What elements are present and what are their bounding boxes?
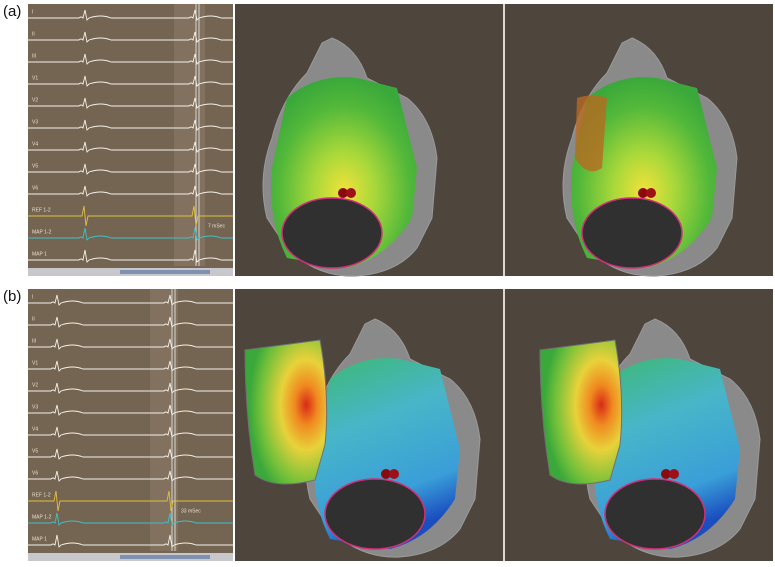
lead-label: V2 — [32, 97, 38, 103]
ecg-trace — [28, 338, 233, 350]
chamber-map — [539, 339, 623, 485]
window — [150, 289, 178, 551]
heart-map — [305, 318, 481, 558]
lead-label: II — [32, 31, 35, 37]
ecg-trace — [28, 490, 233, 512]
lead-label: MAP 1-2 — [32, 229, 52, 235]
scroll-thumb — [120, 555, 210, 559]
lead-label: MAP 1 — [32, 251, 47, 257]
lead-label: III — [32, 338, 36, 344]
ecg-trace — [28, 227, 233, 241]
panel-label: (a) — [3, 3, 21, 20]
scar — [575, 95, 607, 172]
window — [174, 4, 205, 266]
lead-label: V5 — [32, 448, 38, 454]
ecg-trace — [28, 404, 233, 416]
ecg-trace — [28, 294, 233, 306]
ecg-trace — [28, 470, 233, 482]
lead-label: III — [32, 53, 36, 59]
lead-label: I — [32, 294, 33, 300]
ecg-trace — [28, 360, 233, 372]
lead-label: V4 — [32, 141, 38, 147]
chamber — [539, 339, 623, 485]
ecg-trace — [28, 512, 233, 526]
lead-label: V5 — [32, 163, 38, 169]
lead-label: V6 — [32, 185, 38, 191]
lead-label: II — [32, 316, 35, 322]
ecg-panel — [28, 289, 233, 561]
heart-map — [585, 318, 761, 558]
lead-label: MAP 1-2 — [32, 514, 52, 520]
chamber — [244, 339, 328, 485]
lead-label: MAP 1 — [32, 536, 47, 542]
ecg-trace — [28, 448, 233, 460]
annotation: 33 mSec — [181, 508, 201, 514]
scroll-thumb — [120, 270, 210, 274]
lead-label: V3 — [32, 404, 38, 410]
lead-label: I — [32, 9, 33, 15]
lead-label: V1 — [32, 360, 38, 366]
ecg-trace — [28, 205, 233, 227]
heart-map — [562, 37, 738, 277]
ecg-trace — [28, 163, 233, 175]
ecg-trace — [28, 534, 233, 548]
chamber-map — [244, 339, 328, 485]
panel-label: (b) — [3, 288, 21, 305]
lead-label: V3 — [32, 119, 38, 125]
lead-label: REF 1-2 — [32, 492, 51, 498]
ecg-trace — [28, 382, 233, 394]
lead-label: V6 — [32, 470, 38, 476]
lead-label: V4 — [32, 426, 38, 432]
ecg-trace — [28, 75, 233, 87]
lead-label: REF 1-2 — [32, 207, 51, 213]
ecg-trace — [28, 141, 233, 153]
ecg-trace — [28, 31, 233, 43]
ecg-trace — [28, 426, 233, 438]
ecg-trace — [28, 119, 233, 131]
lead-label: V1 — [32, 75, 38, 81]
ecg-trace — [28, 97, 233, 109]
annotation: 7 mSec — [208, 223, 225, 229]
ecg-trace — [28, 249, 233, 263]
ecg-trace — [28, 9, 233, 21]
ecg-trace — [28, 185, 233, 197]
ecg-trace — [28, 316, 233, 328]
heart-map — [262, 37, 438, 277]
ecg-trace — [28, 53, 233, 65]
lead-label: V2 — [32, 382, 38, 388]
